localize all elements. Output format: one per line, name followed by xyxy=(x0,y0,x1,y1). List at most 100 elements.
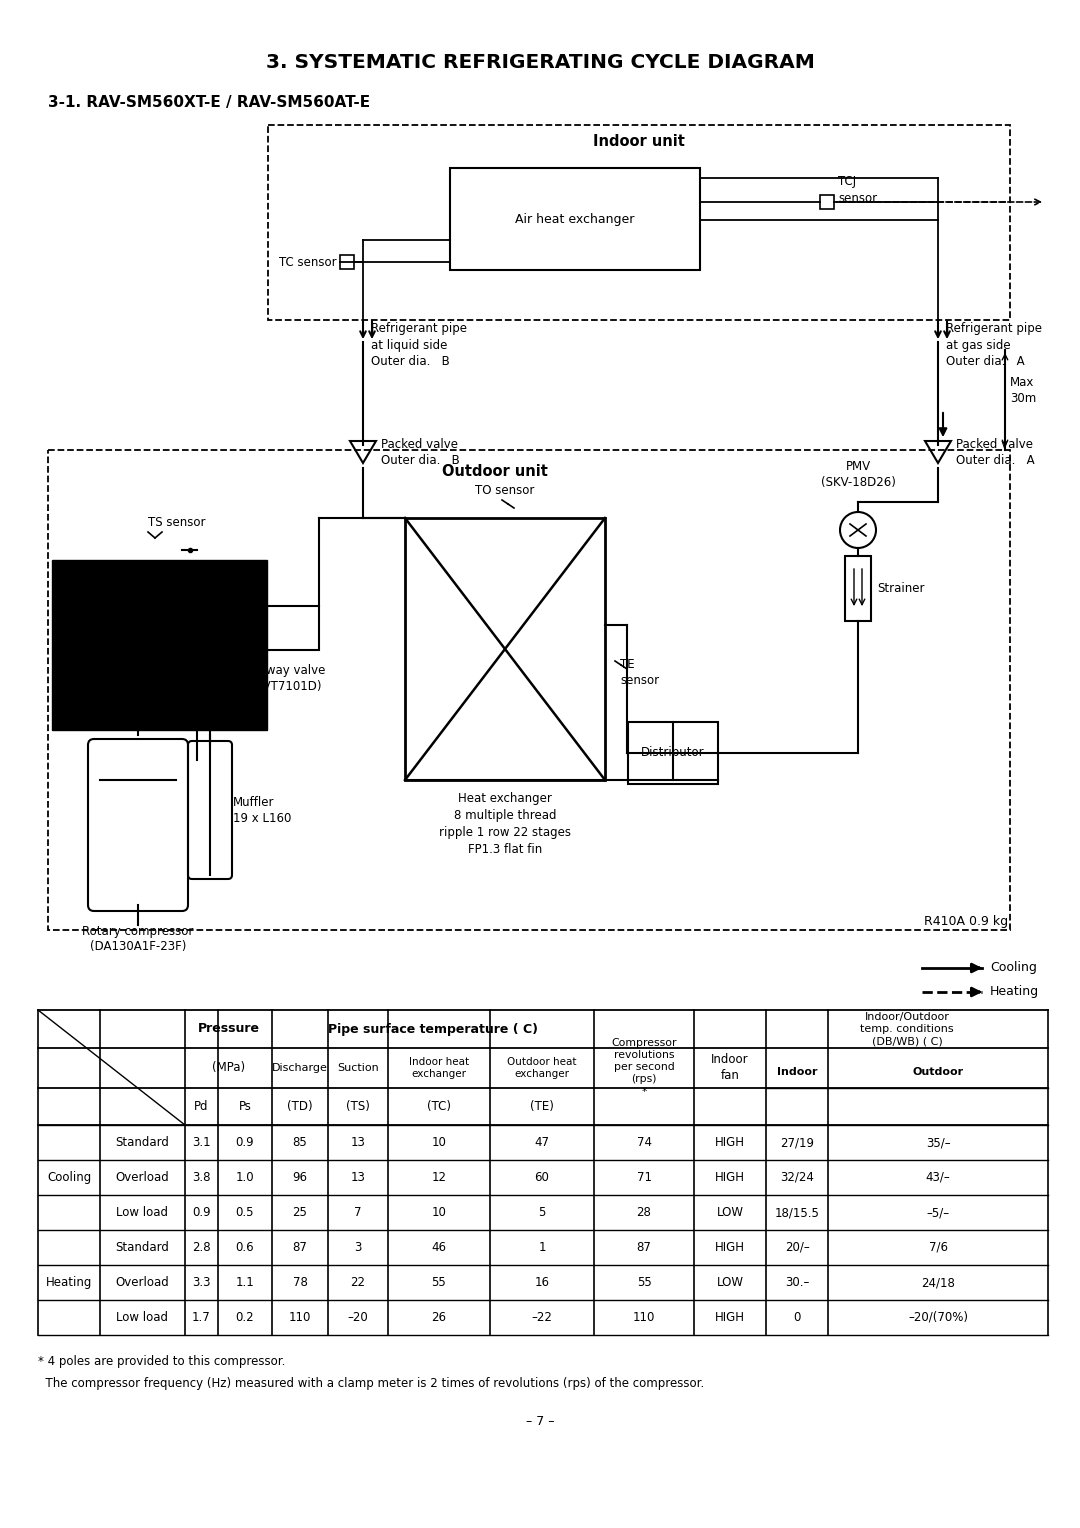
Text: 78: 78 xyxy=(293,1276,308,1290)
Text: Pipe surface temperature ( C): Pipe surface temperature ( C) xyxy=(328,1022,538,1036)
Bar xyxy=(820,196,834,209)
Bar xyxy=(340,255,354,269)
Text: 1.1: 1.1 xyxy=(235,1276,255,1290)
Text: 43/–: 43/– xyxy=(926,1170,950,1184)
Text: Discharge: Discharge xyxy=(272,1063,328,1073)
Text: Overload: Overload xyxy=(116,1170,170,1184)
Text: 13: 13 xyxy=(351,1135,365,1149)
Text: Pressure: Pressure xyxy=(198,1022,259,1036)
Text: 12: 12 xyxy=(432,1170,446,1184)
Text: Ps: Ps xyxy=(239,1100,252,1112)
Text: Max
30m: Max 30m xyxy=(1010,376,1036,405)
Text: Indoor: Indoor xyxy=(777,1067,818,1077)
Text: Low load: Low load xyxy=(117,1206,168,1219)
Text: Cooling: Cooling xyxy=(46,1170,91,1184)
Text: 0.9: 0.9 xyxy=(235,1135,254,1149)
Text: 0.9: 0.9 xyxy=(192,1206,211,1219)
Text: Indoor heat
exchanger: Indoor heat exchanger xyxy=(409,1057,469,1079)
Bar xyxy=(845,556,870,620)
Text: LOW: LOW xyxy=(716,1206,743,1219)
Text: –22: –22 xyxy=(531,1311,553,1323)
Text: 3.3: 3.3 xyxy=(192,1276,211,1290)
Text: (TD): (TD) xyxy=(287,1100,313,1112)
Text: 3. SYSTEMATIC REFRIGERATING CYCLE DIAGRAM: 3. SYSTEMATIC REFRIGERATING CYCLE DIAGRA… xyxy=(266,52,814,72)
Text: 13: 13 xyxy=(351,1170,365,1184)
Text: PMV
(SKV-18D26): PMV (SKV-18D26) xyxy=(821,460,895,489)
Text: Refrigerant pipe
at liquid side
Outer dia.   B: Refrigerant pipe at liquid side Outer di… xyxy=(372,322,467,368)
Text: Outdoor: Outdoor xyxy=(913,1067,963,1077)
Text: 28: 28 xyxy=(636,1206,651,1219)
Text: 5: 5 xyxy=(538,1206,545,1219)
Text: TE
sensor: TE sensor xyxy=(620,659,659,688)
Text: Indoor
fan: Indoor fan xyxy=(712,1053,748,1082)
Text: 46: 46 xyxy=(432,1241,446,1254)
Text: 30.–: 30.– xyxy=(785,1276,809,1290)
Text: 18/15.5: 18/15.5 xyxy=(774,1206,820,1219)
Text: (TS): (TS) xyxy=(346,1100,370,1112)
Text: Standard: Standard xyxy=(116,1135,170,1149)
Text: 3-1. RAV-SM560XT-E / RAV-SM560AT-E: 3-1. RAV-SM560XT-E / RAV-SM560AT-E xyxy=(48,95,370,110)
Text: 32/24: 32/24 xyxy=(780,1170,814,1184)
Text: 87: 87 xyxy=(636,1241,651,1254)
Text: 4-way valve
(VT7101D): 4-way valve (VT7101D) xyxy=(254,665,326,694)
Text: * 4 poles are provided to this compressor.: * 4 poles are provided to this compresso… xyxy=(38,1355,285,1368)
Text: R410A 0.9 kg: R410A 0.9 kg xyxy=(923,915,1008,929)
Text: 24/18: 24/18 xyxy=(921,1276,955,1290)
Text: Outdoor unit: Outdoor unit xyxy=(442,465,548,480)
Text: 110: 110 xyxy=(288,1311,311,1323)
Text: 87: 87 xyxy=(293,1241,308,1254)
Text: TD sensor: TD sensor xyxy=(195,628,255,642)
Text: 1: 1 xyxy=(538,1241,545,1254)
Text: 96: 96 xyxy=(293,1170,308,1184)
Text: 26: 26 xyxy=(432,1311,446,1323)
Text: 0.5: 0.5 xyxy=(235,1206,254,1219)
Text: (TE): (TE) xyxy=(530,1100,554,1112)
Text: The compressor frequency (Hz) measured with a clamp meter is 2 times of revoluti: The compressor frequency (Hz) measured w… xyxy=(38,1377,704,1390)
Bar xyxy=(268,125,1010,319)
Text: Suction: Suction xyxy=(337,1063,379,1073)
Text: 60: 60 xyxy=(535,1170,550,1184)
Text: 10: 10 xyxy=(432,1206,446,1219)
Text: HIGH: HIGH xyxy=(715,1135,745,1149)
Text: Rotary compressor: Rotary compressor xyxy=(82,924,193,938)
Text: Packed valve
Outer dia.   B: Packed valve Outer dia. B xyxy=(381,437,460,466)
Text: 35/–: 35/– xyxy=(926,1135,950,1149)
Text: (TC): (TC) xyxy=(427,1100,451,1112)
Text: –20: –20 xyxy=(348,1311,368,1323)
Text: Overload: Overload xyxy=(116,1276,170,1290)
Text: Heating: Heating xyxy=(45,1276,92,1290)
Text: TO sensor: TO sensor xyxy=(475,483,535,497)
Text: LOW: LOW xyxy=(716,1276,743,1290)
Text: Air heat exchanger: Air heat exchanger xyxy=(515,212,635,226)
Bar xyxy=(405,518,605,779)
Text: 3: 3 xyxy=(354,1241,362,1254)
Text: Indoor/Outdoor
temp. conditions
(DB/WB) ( C): Indoor/Outdoor temp. conditions (DB/WB) … xyxy=(860,1012,954,1047)
Text: 10: 10 xyxy=(432,1135,446,1149)
Text: Packed valve
Outer dia.   A: Packed valve Outer dia. A xyxy=(956,437,1035,466)
Text: Cooling: Cooling xyxy=(990,961,1037,975)
Text: 22: 22 xyxy=(351,1276,365,1290)
Text: Standard: Standard xyxy=(116,1241,170,1254)
Text: Heat exchanger
8 multiple thread
ripple 1 row 22 stages
FP1.3 flat fin: Heat exchanger 8 multiple thread ripple … xyxy=(438,792,571,856)
Text: Indoor unit: Indoor unit xyxy=(593,133,685,148)
Text: Outdoor heat
exchanger: Outdoor heat exchanger xyxy=(508,1057,577,1079)
Text: Distributor: Distributor xyxy=(642,747,705,759)
Text: TC sensor: TC sensor xyxy=(280,255,337,269)
Text: Heating: Heating xyxy=(990,986,1039,998)
Text: Muffler
19 x L160: Muffler 19 x L160 xyxy=(233,796,292,825)
Text: Compressor
revolutions
per second
(rps)
*: Compressor revolutions per second (rps) … xyxy=(611,1039,677,1097)
Text: 7: 7 xyxy=(354,1206,362,1219)
Text: – 7 –: – 7 – xyxy=(526,1415,554,1429)
Text: 74: 74 xyxy=(636,1135,651,1149)
Bar xyxy=(52,559,267,730)
Text: Low load: Low load xyxy=(117,1311,168,1323)
Text: 71: 71 xyxy=(636,1170,651,1184)
Text: 25: 25 xyxy=(293,1206,308,1219)
Text: 47: 47 xyxy=(535,1135,550,1149)
Text: 20/–: 20/– xyxy=(785,1241,809,1254)
Bar xyxy=(627,723,718,784)
Text: 0.6: 0.6 xyxy=(235,1241,254,1254)
Text: 55: 55 xyxy=(432,1276,446,1290)
Text: 0.2: 0.2 xyxy=(235,1311,254,1323)
Text: (DA130A1F-23F): (DA130A1F-23F) xyxy=(90,940,186,953)
